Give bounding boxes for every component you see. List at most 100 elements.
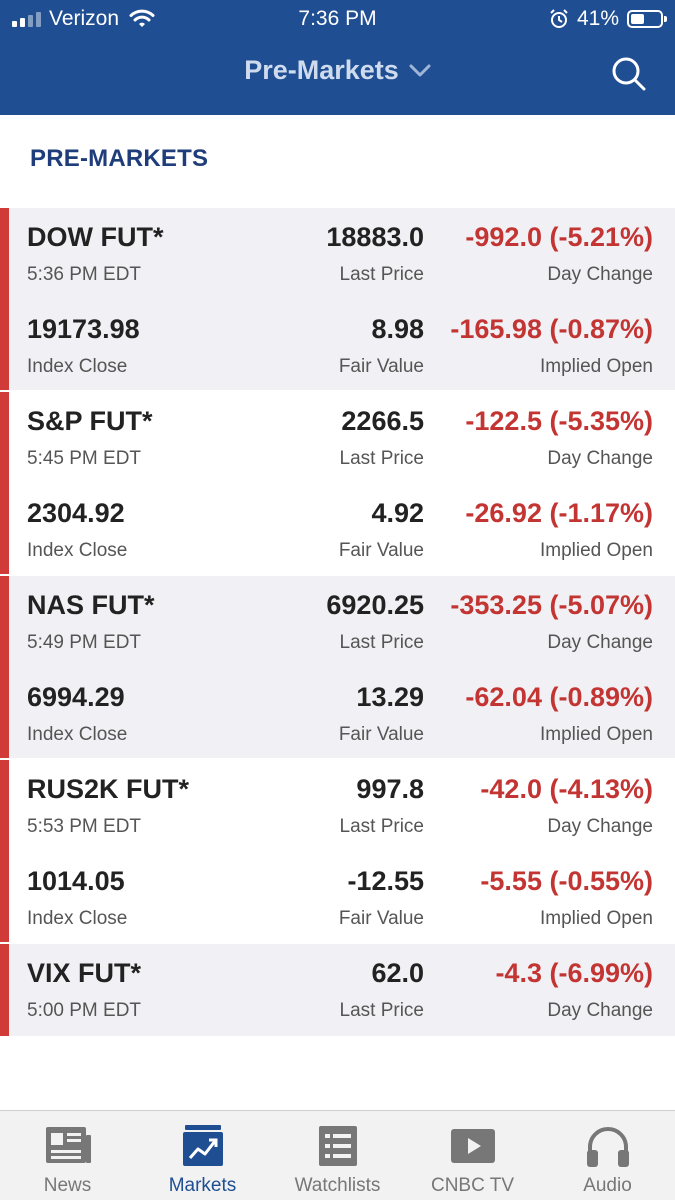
index-close-value: 2304.92 bbox=[27, 498, 125, 528]
last-price-label: Last Price bbox=[339, 1000, 424, 1021]
quote-row-vix[interactable]: VIX FUT* 5:00 PM EDT 62.0 Last Price -4.… bbox=[0, 944, 675, 1036]
fair-value-label: Fair Value bbox=[338, 540, 424, 561]
day-change-label: Day Change bbox=[547, 264, 653, 285]
chevron-down-icon bbox=[409, 64, 431, 76]
implied-open-value: -26.92 (-1.17%) bbox=[465, 498, 653, 528]
tab-label: CNBC TV bbox=[430, 1175, 515, 1196]
fair-value-value: 4.92 bbox=[371, 498, 424, 528]
watchlists-icon bbox=[318, 1126, 357, 1166]
implied-open-value: -165.98 (-0.87%) bbox=[450, 314, 653, 344]
index-close-label: Index Close bbox=[27, 540, 128, 561]
index-close-label: Index Close bbox=[27, 908, 128, 929]
quote-primary-row: VIX FUT* 5:00 PM EDT 62.0 Last Price -4.… bbox=[9, 944, 675, 1036]
quote-name[interactable]: RUS2K FUT* bbox=[27, 774, 190, 804]
battery-icon bbox=[627, 10, 667, 28]
quote-time: 5:49 PM EDT bbox=[27, 632, 142, 653]
day-change-value: -353.25 (-5.07%) bbox=[450, 590, 653, 620]
implied-open-value: -5.55 (-0.55%) bbox=[480, 866, 653, 896]
last-price-value: 62.0 bbox=[371, 958, 424, 988]
carrier-name: Verizon bbox=[49, 7, 120, 30]
quote-primary-row: RUS2K FUT* 5:53 PM EDT 997.8 Last Price … bbox=[9, 760, 675, 852]
index-close-label: Index Close bbox=[27, 724, 128, 745]
quote-secondary-row: 2304.92 Index Close 4.92 Fair Value -26.… bbox=[9, 484, 675, 574]
title-wrap: Pre-Markets bbox=[0, 55, 675, 86]
tab-label: Watchlists bbox=[294, 1175, 381, 1196]
quote-time: 5:53 PM EDT bbox=[27, 816, 142, 837]
status-left: Verizon bbox=[12, 7, 155, 31]
implied-open-label: Implied Open bbox=[539, 724, 653, 745]
quote-time: 5:00 PM EDT bbox=[27, 1000, 142, 1021]
last-price-label: Last Price bbox=[339, 448, 424, 469]
quote-row-nas[interactable]: NAS FUT* 5:49 PM EDT 6920.25 Last Price … bbox=[0, 576, 675, 758]
last-price-value: 6920.25 bbox=[326, 590, 424, 620]
quote-row-dow[interactable]: DOW FUT* 5:36 PM EDT 18883.0 Last Price … bbox=[0, 208, 675, 390]
quote-time: 5:36 PM EDT bbox=[27, 264, 142, 285]
day-change-label: Day Change bbox=[547, 448, 653, 469]
quote-name[interactable]: S&P FUT* bbox=[27, 406, 153, 436]
tab-label: Markets bbox=[168, 1175, 237, 1196]
implied-open-label: Implied Open bbox=[539, 356, 653, 377]
tab-label: News bbox=[43, 1175, 92, 1196]
last-price-value: 18883.0 bbox=[326, 222, 424, 252]
tv-play-icon bbox=[450, 1129, 495, 1163]
markets-icon bbox=[182, 1125, 223, 1166]
day-change-label: Day Change bbox=[547, 632, 653, 653]
tab-news[interactable]: News bbox=[0, 1111, 135, 1200]
index-close-value: 1014.05 bbox=[27, 866, 125, 896]
fair-value-value: 8.98 bbox=[371, 314, 424, 344]
alarm-icon bbox=[550, 9, 568, 28]
quote-row-rus2k[interactable]: RUS2K FUT* 5:53 PM EDT 997.8 Last Price … bbox=[0, 760, 675, 942]
fair-value-value: 13.29 bbox=[356, 682, 424, 712]
day-change-label: Day Change bbox=[547, 816, 653, 837]
quote-name[interactable]: NAS FUT* bbox=[27, 590, 155, 620]
section-title: PRE-MARKETS bbox=[30, 145, 209, 172]
implied-open-label: Implied Open bbox=[539, 908, 653, 929]
status-bar: Verizon 7:36 PM 41% bbox=[0, 0, 675, 38]
index-close-label: Index Close bbox=[27, 356, 128, 377]
quote-name[interactable]: VIX FUT* bbox=[27, 958, 142, 988]
fair-value-label: Fair Value bbox=[338, 356, 424, 377]
status-time: 7:36 PM bbox=[298, 7, 377, 30]
tab-label: Audio bbox=[583, 1175, 632, 1196]
quote-row-sp[interactable]: S&P FUT* 5:45 PM EDT 2266.5 Last Price -… bbox=[0, 392, 675, 574]
day-change-value: -4.3 (-6.99%) bbox=[495, 958, 653, 988]
quote-primary-row: S&P FUT* 5:45 PM EDT 2266.5 Last Price -… bbox=[9, 392, 675, 484]
quote-secondary-row: 1014.05 Index Close -12.55 Fair Value -5… bbox=[9, 852, 675, 942]
quote-secondary-row: 19173.98 Index Close 8.98 Fair Value -16… bbox=[9, 300, 675, 390]
fair-value-value: -12.55 bbox=[347, 866, 424, 896]
last-price-value: 997.8 bbox=[356, 774, 424, 804]
quote-primary-row: NAS FUT* 5:49 PM EDT 6920.25 Last Price … bbox=[9, 576, 675, 668]
tab-audio[interactable]: Audio bbox=[540, 1111, 675, 1200]
last-price-label: Last Price bbox=[339, 264, 424, 285]
fair-value-label: Fair Value bbox=[338, 724, 424, 745]
wifi-icon bbox=[129, 9, 155, 27]
signal-icon bbox=[12, 11, 41, 27]
page-title-dropdown[interactable]: Pre-Markets bbox=[244, 55, 431, 86]
implied-open-value: -62.04 (-0.89%) bbox=[465, 682, 653, 712]
last-price-label: Last Price bbox=[339, 632, 424, 653]
tab-markets[interactable]: Markets bbox=[135, 1111, 270, 1200]
fair-value-label: Fair Value bbox=[338, 908, 424, 929]
tab-cnbc-tv[interactable]: CNBC TV bbox=[405, 1111, 540, 1200]
app-header: Verizon 7:36 PM 41% Pre-Mark bbox=[0, 0, 675, 115]
bottom-tab-bar: News Markets Watchlists bbox=[0, 1110, 675, 1200]
status-right: 41% bbox=[549, 7, 667, 31]
page-title: Pre-Markets bbox=[244, 55, 399, 85]
last-price-value: 2266.5 bbox=[341, 406, 424, 436]
last-price-label: Last Price bbox=[339, 816, 424, 837]
headphones-icon bbox=[586, 1127, 629, 1167]
quote-time: 5:45 PM EDT bbox=[27, 448, 142, 469]
implied-open-label: Implied Open bbox=[539, 540, 653, 561]
battery-percent: 41% bbox=[576, 7, 619, 30]
tab-watchlists[interactable]: Watchlists bbox=[270, 1111, 405, 1200]
quote-primary-row: DOW FUT* 5:36 PM EDT 18883.0 Last Price … bbox=[9, 208, 675, 300]
quotes-table: DOW FUT* 5:36 PM EDT 18883.0 Last Price … bbox=[0, 208, 675, 1038]
day-change-value: -42.0 (-4.13%) bbox=[480, 774, 653, 804]
quote-secondary-row: 6994.29 Index Close 13.29 Fair Value -62… bbox=[9, 668, 675, 758]
day-change-label: Day Change bbox=[547, 1000, 653, 1021]
search-icon[interactable] bbox=[611, 56, 647, 92]
news-icon bbox=[45, 1127, 91, 1163]
quote-name[interactable]: DOW FUT* bbox=[27, 222, 164, 252]
index-close-value: 6994.29 bbox=[27, 682, 125, 712]
